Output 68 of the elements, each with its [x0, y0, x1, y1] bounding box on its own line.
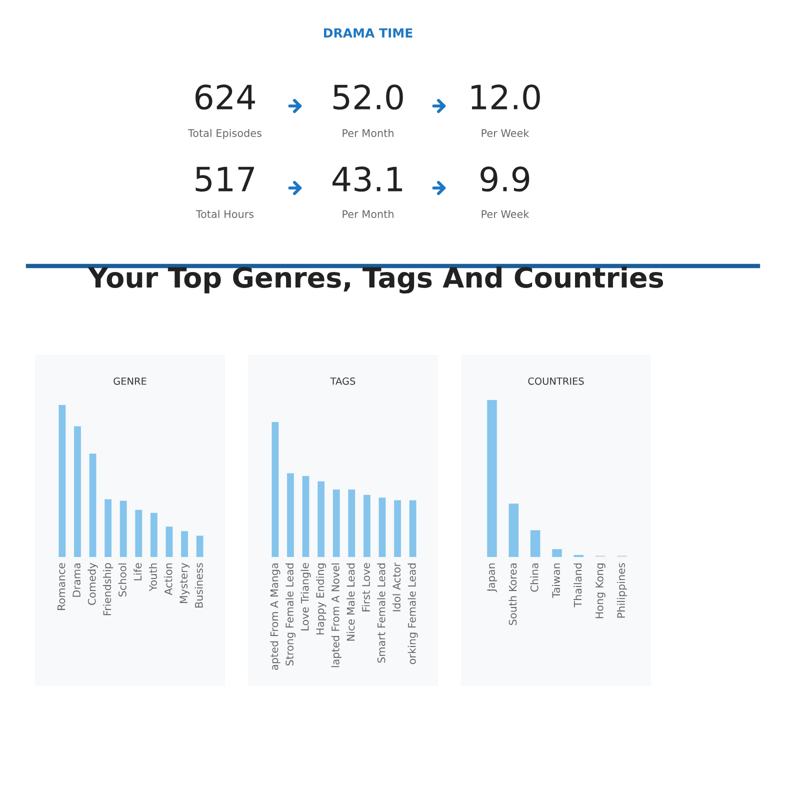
x-tick-label: Japan [487, 563, 498, 592]
bar [552, 549, 562, 557]
bar [348, 490, 356, 557]
x-tick-label: Taiwan [552, 563, 560, 598]
text: Per Month [342, 128, 394, 138]
bar [409, 500, 416, 557]
x-tick-label: Action [164, 563, 172, 596]
x-tick-label: Business [194, 563, 203, 608]
chart-title: TAGS [330, 377, 356, 385]
bar [530, 530, 540, 557]
x-tick-label: Philippines [616, 563, 628, 618]
x-tick-label: South Korea [508, 564, 517, 625]
x-tick-label: apted From A Manga [270, 564, 280, 670]
x-tick-label: Nice Male Lead [346, 564, 355, 641]
chart-title: GENRE [114, 377, 146, 385]
bar [74, 426, 81, 557]
x-tick-label: Hong Kong [596, 564, 606, 618]
bar [196, 536, 204, 557]
x-tick-label: Smart Female Lead [377, 564, 386, 663]
x-tick-label: Happy Ending [316, 564, 326, 634]
bar [58, 405, 66, 557]
bar [378, 498, 386, 557]
x-tick-label: Life [134, 563, 142, 580]
bar [272, 422, 279, 557]
bar [104, 499, 112, 557]
x-tick-label: School [118, 564, 126, 596]
text: 52.0 [333, 84, 403, 110]
bar [394, 500, 401, 557]
x-tick-label: Idol Actor [392, 562, 401, 612]
x-tick-label: orking Female Lead [408, 564, 418, 664]
bar [135, 510, 142, 557]
text: Per Week [482, 210, 530, 218]
text: 9.9 [480, 166, 530, 192]
x-tick-label: Romance [57, 563, 66, 610]
chart-title: COUNTRIES [528, 377, 584, 385]
text: Total Episodes [188, 128, 262, 140]
x-tick-label: Friendship [103, 563, 114, 616]
text: 43.1 [332, 166, 402, 192]
x-tick-label: China [530, 564, 538, 592]
x-tick-label: lapted From A Novel [331, 564, 342, 668]
bar [318, 481, 324, 557]
x-tick-label: Drama [72, 564, 80, 597]
x-tick-label: Youth [148, 563, 157, 592]
bar [364, 494, 370, 557]
text: 517 [196, 166, 254, 192]
bar [487, 400, 497, 557]
text: 12.0 [472, 84, 540, 110]
bar [302, 476, 310, 557]
text: Total Hours [196, 210, 254, 218]
bar [150, 512, 158, 557]
text: DRAMA TIME [324, 28, 412, 38]
text: Per Week [482, 128, 530, 138]
x-tick-label: Strong Female Lead [285, 564, 296, 666]
bar [166, 526, 173, 557]
text: 624 [196, 84, 255, 110]
bar [332, 490, 340, 557]
bar [508, 504, 519, 557]
x-tick-label: Love Triangle [300, 563, 311, 630]
text: Per Month [342, 210, 394, 218]
x-tick-label: First Love [362, 563, 370, 612]
text: Your Top Genres, Tags And Countries [88, 266, 664, 294]
x-tick-label: Thailand [574, 564, 582, 608]
x-tick-label: Mystery [180, 562, 190, 604]
bar [181, 531, 188, 557]
bar [89, 454, 96, 557]
bar [287, 473, 294, 557]
bar [120, 500, 127, 557]
x-tick-label: Comedy [88, 562, 98, 605]
